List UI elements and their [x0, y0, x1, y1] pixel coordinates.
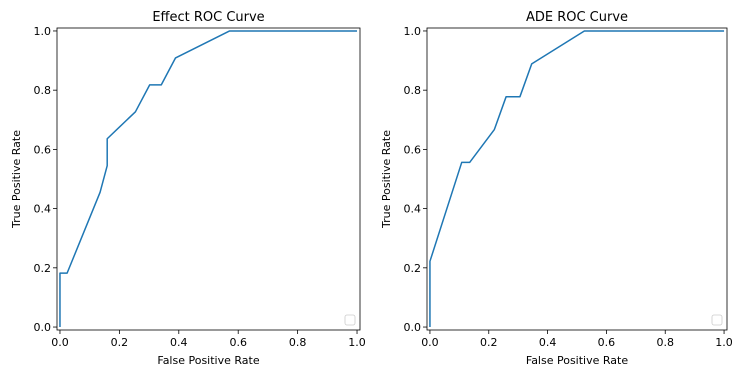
x-tick-label: 0.0 — [421, 336, 439, 349]
axes-frame — [426, 27, 728, 331]
y-axis-label: True Positive Rate — [10, 130, 23, 229]
y-tick-label: 0.8 — [404, 84, 422, 97]
y-axis-label: True Positive Rate — [380, 130, 393, 229]
y-tick-label: 0.2 — [34, 262, 52, 275]
roc-series-line — [429, 30, 725, 328]
x-axis-label: False Positive Rate — [526, 354, 628, 367]
x-tick-label: 0.6 — [229, 336, 247, 349]
y-tick-label: 0.6 — [34, 143, 52, 156]
chart-title: ADE ROC Curve — [526, 10, 628, 25]
x-tick-label: 0.8 — [656, 336, 674, 349]
y-tick-label: 0.0 — [404, 321, 422, 334]
axes-frame — [56, 27, 361, 331]
x-axis-label: False Positive Rate — [157, 354, 259, 367]
y-tick-label: 1.0 — [404, 25, 422, 38]
x-tick-label: 0.2 — [111, 336, 129, 349]
x-tick-label: 0.4 — [170, 336, 188, 349]
x-tick-label: 0.2 — [480, 336, 498, 349]
y-tick-label: 0.2 — [404, 262, 422, 275]
chart-title: Effect ROC Curve — [152, 10, 264, 25]
x-tick-label: 1.0 — [348, 336, 366, 349]
legend-box — [711, 314, 723, 326]
x-tick-label: 0.8 — [289, 336, 307, 349]
y-tick-label: 0.6 — [404, 143, 422, 156]
y-tick-label: 1.0 — [34, 25, 52, 38]
x-tick-label: 0.6 — [598, 336, 616, 349]
y-tick-label: 0.4 — [404, 203, 422, 216]
x-tick-label: 0.0 — [51, 336, 69, 349]
roc-series-line — [59, 30, 358, 328]
x-tick-label: 0.4 — [539, 336, 557, 349]
y-tick-label: 0.0 — [34, 321, 52, 334]
y-tick-label: 0.4 — [34, 203, 52, 216]
y-tick-label: 0.8 — [34, 84, 52, 97]
legend-box — [344, 314, 356, 326]
x-tick-label: 1.0 — [715, 336, 733, 349]
